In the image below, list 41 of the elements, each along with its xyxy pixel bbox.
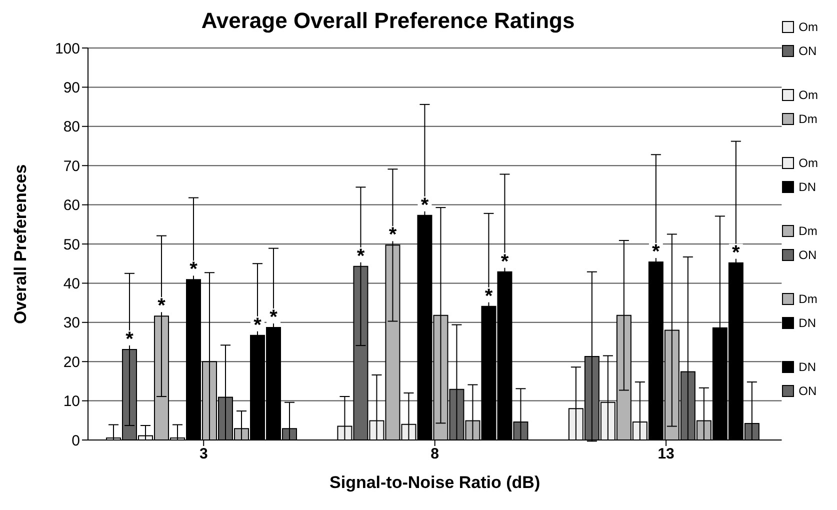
y-tick-label: 30 xyxy=(63,314,80,332)
data-label: * xyxy=(420,194,429,216)
y-tick-label: 90 xyxy=(63,80,80,97)
data-label: * xyxy=(356,245,365,268)
y-tick-label: 70 xyxy=(63,158,80,175)
data-label: * xyxy=(270,306,278,328)
legend-label: ON xyxy=(798,44,817,58)
data-label: * xyxy=(388,224,397,246)
data-label: * xyxy=(484,285,493,308)
chart-title: Average Overall Preference Ratings xyxy=(201,8,575,33)
data-label: * xyxy=(652,241,660,264)
y-tick-label: 80 xyxy=(63,118,80,136)
legend-label: Om xyxy=(798,20,818,34)
legend-label: DN xyxy=(798,316,816,330)
y-tick-label: 10 xyxy=(63,393,80,410)
legend-label: Om xyxy=(798,156,818,170)
data-label: * xyxy=(190,258,198,281)
y-tick-label: 60 xyxy=(63,197,80,214)
legend-label: Om xyxy=(798,88,818,102)
legend-label: Dm xyxy=(798,292,818,306)
data-label: * xyxy=(732,242,740,264)
x-tick-label: 13 xyxy=(658,446,674,463)
data-label: * xyxy=(158,295,166,318)
legend-label: DN xyxy=(798,360,816,374)
x-tick-label: 3 xyxy=(199,446,208,463)
y-axis-title: Overall Preferences xyxy=(11,164,30,324)
legend-label: Dm xyxy=(798,224,818,238)
y-tick-label: 100 xyxy=(54,40,80,58)
data-label: * xyxy=(126,328,134,350)
y-tick-label: 50 xyxy=(63,236,80,254)
data-label: * xyxy=(254,314,262,336)
legend-label: Dm xyxy=(798,112,818,126)
y-tick-label: 20 xyxy=(63,354,80,371)
legend-label: ON xyxy=(798,384,817,398)
x-axis-title: Signal-to-Noise Ratio (dB) xyxy=(330,473,540,492)
legend-label: DN xyxy=(798,180,816,194)
x-tick-label: 8 xyxy=(430,446,439,463)
data-label: * xyxy=(500,250,509,273)
y-tick-label: 0 xyxy=(72,432,80,450)
legend-label: ON xyxy=(798,248,817,262)
y-tick-label: 40 xyxy=(63,276,80,293)
